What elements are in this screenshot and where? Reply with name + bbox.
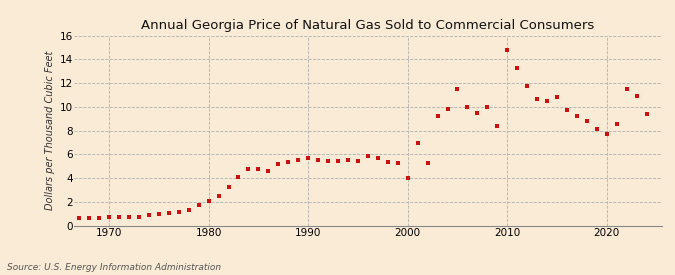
Point [144,213,155,218]
Point [333,159,344,163]
Point [303,156,314,160]
Point [343,158,354,162]
Point [432,114,443,118]
Point [402,176,413,180]
Point [373,156,383,161]
Point [442,106,453,111]
Point [134,214,144,219]
Point [422,161,433,166]
Title: Annual Georgia Price of Natural Gas Sold to Commercial Consumers: Annual Georgia Price of Natural Gas Sold… [141,19,595,32]
Point [223,185,234,189]
Point [283,160,294,164]
Point [472,111,483,115]
Point [621,87,632,91]
Point [233,175,244,180]
Point [352,159,363,163]
Point [273,162,284,167]
Point [362,154,373,158]
Point [631,94,642,98]
Point [551,95,562,100]
Point [213,194,224,198]
Point [452,87,463,91]
Text: Source: U.S. Energy Information Administration: Source: U.S. Energy Information Administ… [7,263,221,272]
Point [184,208,194,212]
Point [541,99,552,103]
Point [601,131,612,136]
Point [591,127,602,132]
Point [502,48,512,52]
Point [84,216,95,220]
Point [94,216,105,220]
Point [203,198,214,203]
Point [163,211,174,215]
Point [173,210,184,214]
Point [572,114,583,119]
Point [612,122,622,126]
Point [313,158,323,163]
Point [532,97,543,101]
Point [512,65,522,70]
Point [522,83,533,88]
Point [462,105,472,109]
Point [412,141,423,145]
Point [492,124,503,128]
Point [293,158,304,162]
Point [641,112,652,116]
Y-axis label: Dollars per Thousand Cubic Feet: Dollars per Thousand Cubic Feet [45,51,55,210]
Point [124,215,134,219]
Point [243,167,254,171]
Point [263,169,274,173]
Point [113,215,124,219]
Point [153,212,164,216]
Point [323,159,333,164]
Point [193,203,204,207]
Point [562,108,572,113]
Point [253,166,264,171]
Point [104,215,115,220]
Point [74,216,84,220]
Point [581,119,592,123]
Point [382,160,393,164]
Point [392,161,403,166]
Point [482,105,493,109]
